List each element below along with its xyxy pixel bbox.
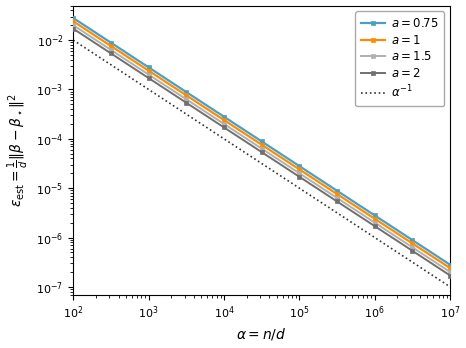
- $a = 1$: [259, 143, 265, 147]
- $a = 0.75$: [410, 238, 415, 242]
- $a = 2$: [221, 125, 227, 129]
- $a = 1$: [447, 266, 453, 270]
- $a = 0.75$: [447, 263, 453, 267]
- $a = 0.75$: [184, 90, 189, 94]
- $a = 1$: [70, 19, 76, 23]
- Line: $a = 1.5$: $a = 1.5$: [71, 23, 452, 274]
- Line: $\alpha^{-1}$: $\alpha^{-1}$: [73, 40, 450, 287]
- $a = 1$: [372, 217, 377, 221]
- $a = 1$: [334, 192, 340, 196]
- $a = 2$: [334, 199, 340, 204]
- $a = 2$: [410, 249, 415, 253]
- $\alpha^{-1}$: [415, 264, 421, 268]
- Line: $a = 0.75$: $a = 0.75$: [71, 16, 452, 267]
- Y-axis label: $\varepsilon_{\mathrm{est}} = \frac{1}{d}\|\beta - \beta_\star\|^2$: $\varepsilon_{\mathrm{est}} = \frac{1}{d…: [6, 93, 31, 207]
- $a = 1$: [108, 44, 114, 48]
- $a = 1$: [184, 93, 189, 97]
- $\alpha^{-1}$: [93, 53, 99, 57]
- $a = 0.75$: [372, 213, 377, 218]
- X-axis label: $\alpha = n/d$: $\alpha = n/d$: [236, 326, 287, 342]
- $a = 2$: [296, 175, 302, 179]
- $a = 1.5$: [221, 122, 227, 126]
- $a = 2$: [108, 51, 114, 55]
- $a = 2$: [447, 274, 453, 278]
- $a = 2$: [372, 224, 377, 228]
- $\alpha^{-1}$: [141, 84, 146, 88]
- $a = 1.5$: [410, 245, 415, 250]
- $a = 0.75$: [259, 139, 265, 143]
- $a = 1.5$: [372, 221, 377, 225]
- $a = 0.75$: [221, 114, 227, 119]
- $a = 0.75$: [108, 41, 114, 45]
- $a = 1$: [410, 242, 415, 246]
- $a = 1.5$: [108, 48, 114, 52]
- $a = 1.5$: [70, 23, 76, 27]
- $a = 0.75$: [334, 189, 340, 193]
- $a = 1.5$: [334, 196, 340, 200]
- Legend: $a = 0.75$, $a = 1$, $a = 1.5$, $a = 2$, $\alpha^{-1}$: $a = 0.75$, $a = 1$, $a = 1.5$, $a = 2$,…: [355, 11, 444, 106]
- $a = 2$: [184, 101, 189, 105]
- $a = 0.75$: [146, 65, 151, 70]
- $\alpha^{-1}$: [447, 285, 453, 289]
- $a = 1.5$: [447, 270, 453, 274]
- $\alpha^{-1}$: [70, 38, 76, 42]
- $a = 1$: [296, 167, 302, 172]
- $\alpha^{-1}$: [86, 48, 91, 52]
- $a = 1.5$: [146, 72, 151, 77]
- $a = 2$: [146, 76, 151, 80]
- $\alpha^{-1}$: [428, 272, 434, 277]
- $a = 2$: [70, 26, 76, 31]
- $a = 1.5$: [259, 147, 265, 151]
- Line: $a = 1$: $a = 1$: [71, 19, 452, 270]
- $a = 1.5$: [184, 97, 189, 101]
- $a = 0.75$: [70, 16, 76, 20]
- $\alpha^{-1}$: [171, 104, 177, 108]
- $a = 2$: [259, 150, 265, 154]
- Line: $a = 2$: $a = 2$: [71, 26, 452, 278]
- $a = 1$: [146, 69, 151, 73]
- $a = 1.5$: [296, 171, 302, 175]
- $a = 1$: [221, 118, 227, 122]
- $a = 0.75$: [296, 164, 302, 168]
